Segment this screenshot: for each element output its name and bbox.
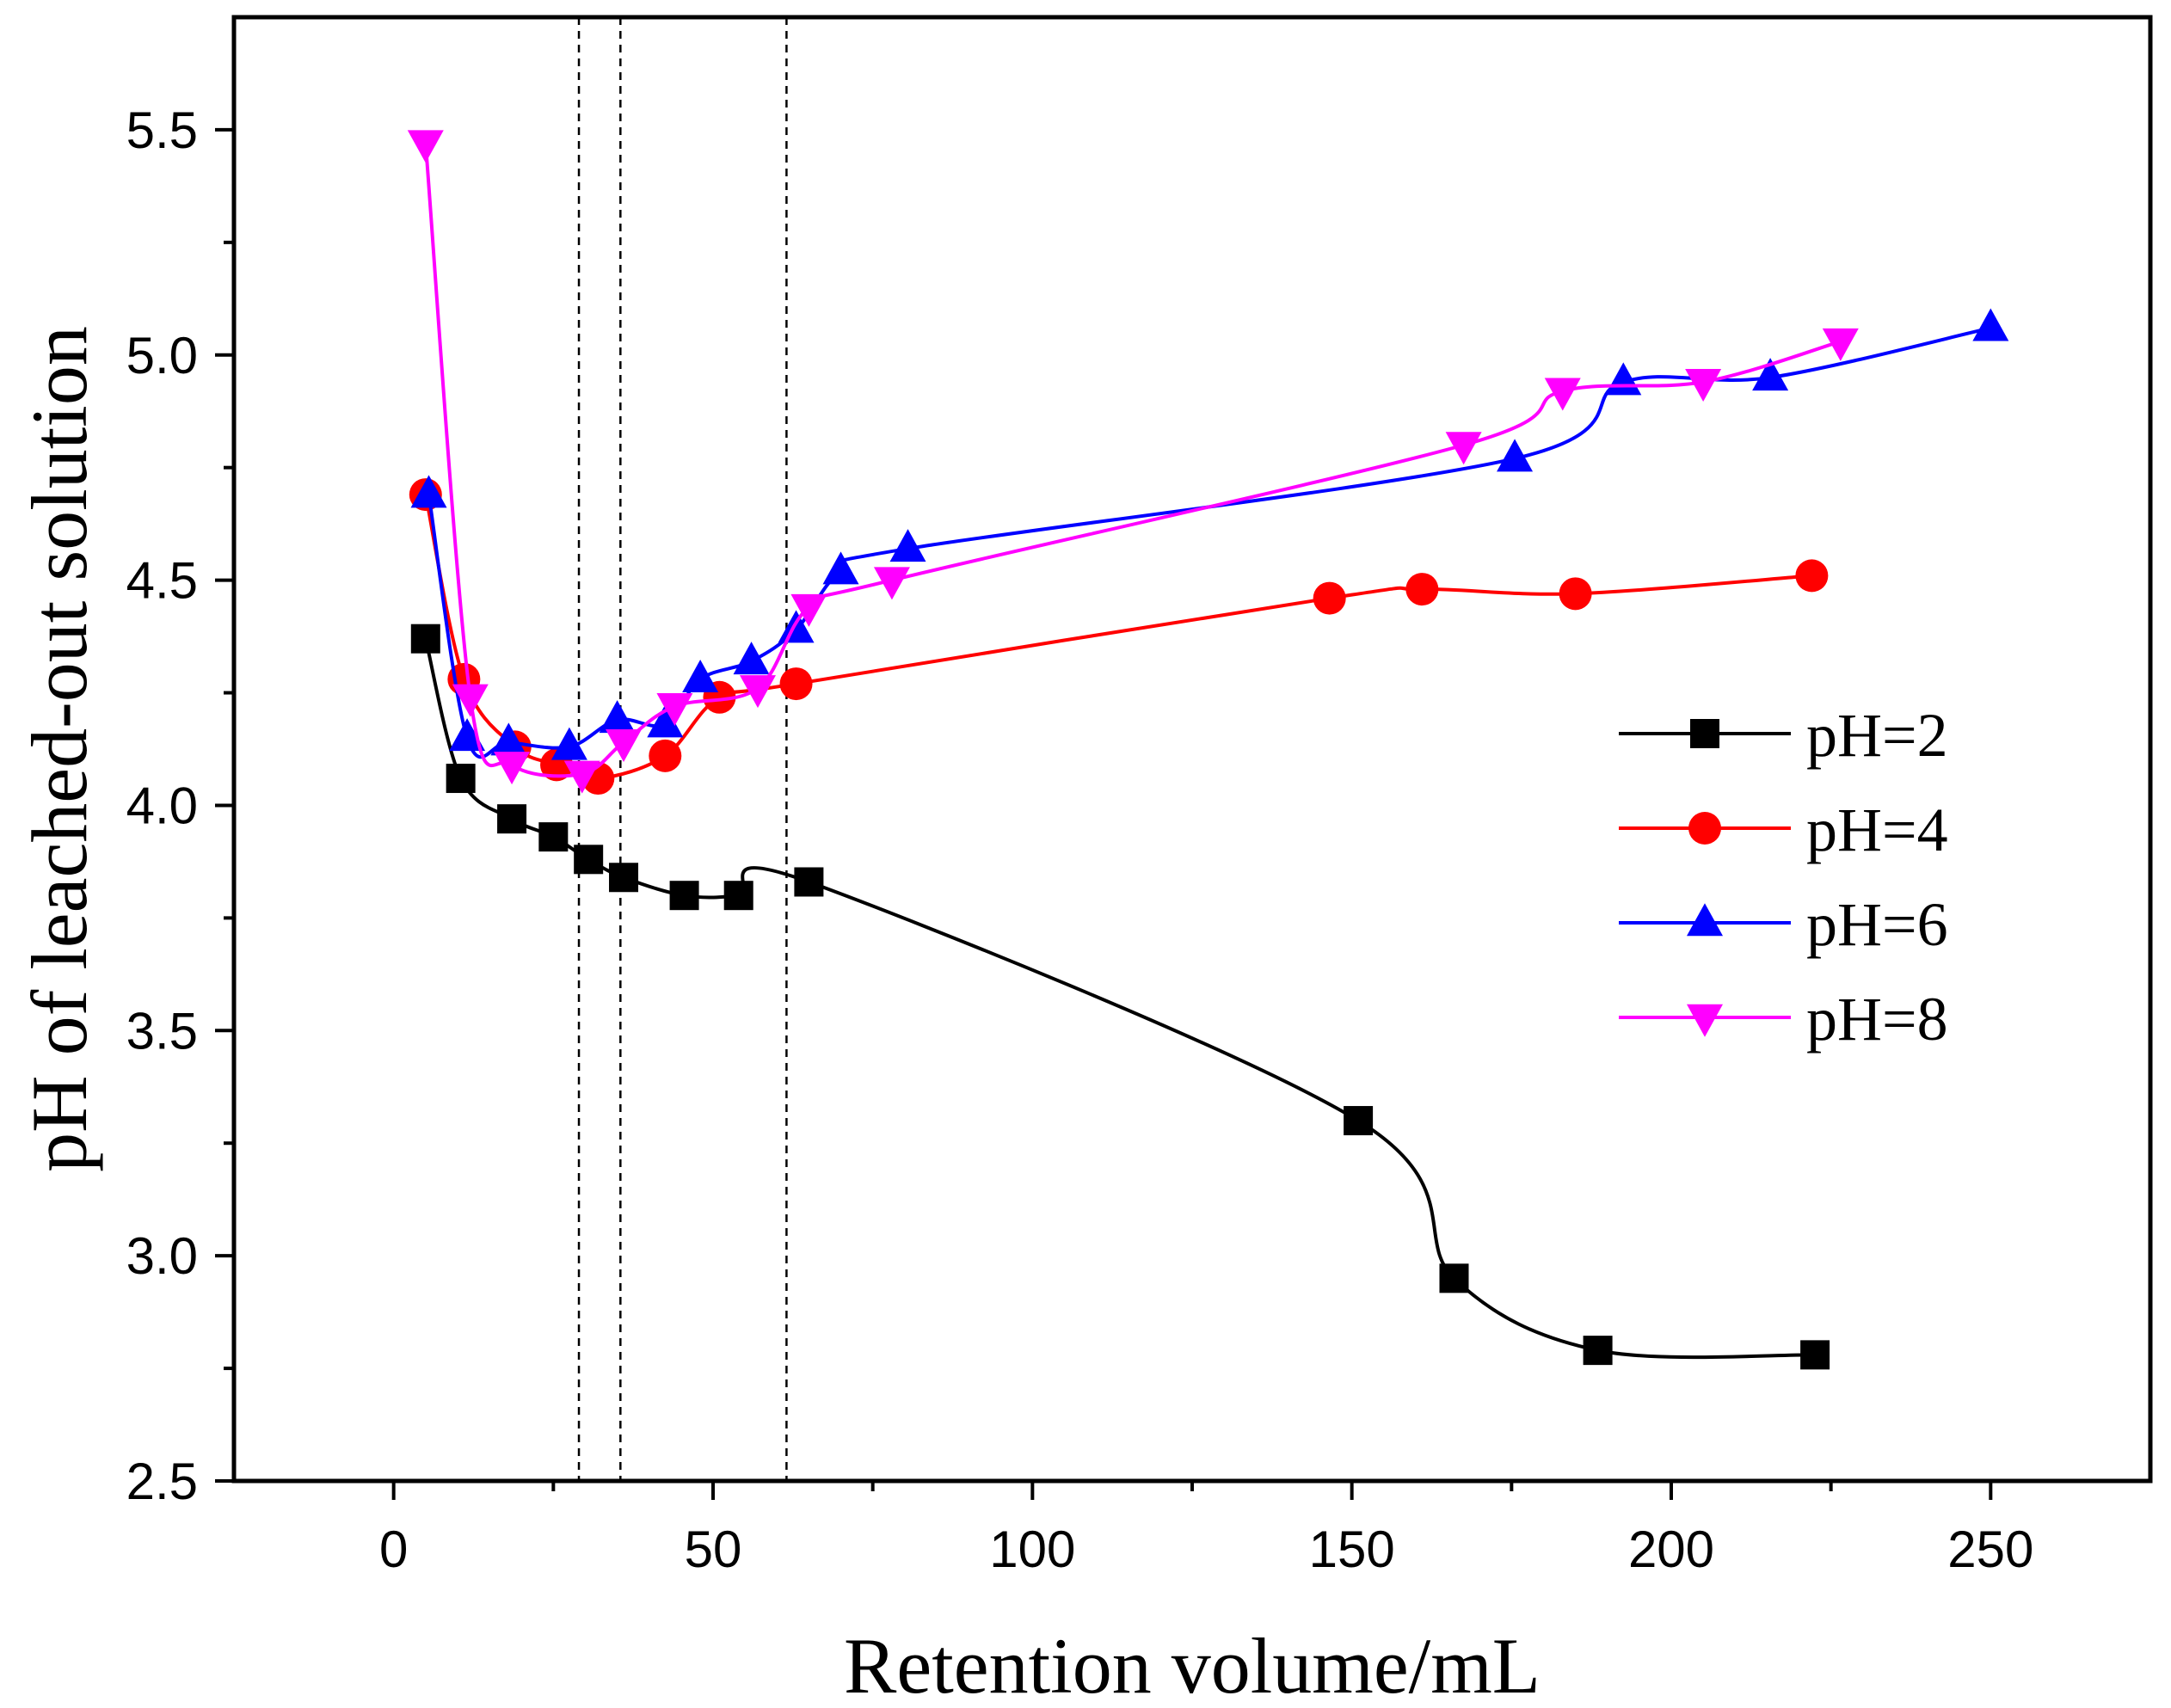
legend-label: pH=2 <box>1806 701 1948 770</box>
data-point <box>733 642 770 675</box>
y-axis-title: pH of leached-out solution <box>15 326 103 1172</box>
data-point <box>1583 1336 1613 1366</box>
axes: 0 50 100 150 200 250 2.5 3.0 3.5 4.0 4.5 5.0 5.5 <box>126 101 2034 1578</box>
series-pH-2 <box>410 624 1830 1370</box>
data-point <box>490 722 527 756</box>
x-tick-label: 50 <box>685 1521 742 1578</box>
data-point <box>407 130 444 163</box>
data-point <box>1800 1340 1830 1370</box>
data-point <box>446 764 476 794</box>
data-point <box>778 610 815 643</box>
data-point <box>1544 378 1581 411</box>
data-point <box>790 593 827 627</box>
data-point <box>794 867 824 897</box>
y-tick-label: 3.5 <box>126 1002 198 1060</box>
data-point <box>1822 328 1859 361</box>
data-point <box>723 881 753 911</box>
data-point <box>606 728 643 762</box>
y-tick-label: 5.5 <box>126 101 198 159</box>
data-point <box>1439 1263 1469 1293</box>
data-point <box>538 822 569 852</box>
data-point <box>599 700 636 734</box>
y-tick-label: 4.5 <box>126 552 198 610</box>
data-point <box>449 718 486 752</box>
data-point <box>410 624 440 654</box>
data-point <box>669 881 699 911</box>
series-line <box>427 326 1991 759</box>
data-point <box>1344 1106 1374 1136</box>
data-point <box>494 752 531 785</box>
x-tick-label: 100 <box>989 1521 1075 1578</box>
data-point <box>1405 573 1439 606</box>
legend-marker <box>1690 719 1719 748</box>
data-point <box>682 660 719 693</box>
data-point <box>563 760 600 794</box>
series-pH-6 <box>410 308 2009 760</box>
data-point <box>609 863 639 893</box>
data-point <box>656 693 693 727</box>
reference-lines <box>577 17 788 1481</box>
legend-label: pH=8 <box>1806 985 1948 1054</box>
data-point <box>574 845 604 875</box>
legend: pH=2 pH=4 pH=6 pH=8 <box>1619 701 1948 1054</box>
data-point <box>1685 368 1722 402</box>
data-point <box>497 804 527 834</box>
legend-label: pH=6 <box>1806 890 1948 959</box>
data-point <box>873 567 910 600</box>
series-line <box>423 638 1816 1360</box>
legend-label: pH=4 <box>1806 796 1948 864</box>
data-point <box>1497 439 1534 472</box>
data-point <box>1559 577 1592 611</box>
data-point <box>649 739 682 772</box>
data-point <box>779 667 813 701</box>
x-tick-label: 200 <box>1628 1521 1714 1578</box>
data-point <box>452 684 489 717</box>
plot-series <box>407 130 2009 1370</box>
legend-item: pH=8 <box>1619 985 1948 1054</box>
legend-item: pH=6 <box>1619 890 1948 959</box>
series-line <box>423 143 1842 778</box>
data-point <box>1752 358 1789 391</box>
legend-marker <box>1687 1004 1723 1037</box>
legend-item: pH=4 <box>1619 796 1948 864</box>
x-tick-label: 250 <box>1947 1521 2033 1578</box>
data-point <box>1972 308 2009 341</box>
x-tick-label: 0 <box>379 1521 408 1578</box>
y-tick-label: 5.0 <box>126 327 198 384</box>
series-pH-8 <box>407 130 1859 794</box>
data-point <box>550 727 587 760</box>
data-point <box>739 675 776 709</box>
data-point <box>1795 559 1829 593</box>
legend-item: pH=2 <box>1619 701 1948 770</box>
y-tick-label: 3.0 <box>126 1227 198 1285</box>
data-point <box>647 704 684 738</box>
y-tick-label: 4.0 <box>126 777 198 834</box>
data-point <box>822 551 859 585</box>
data-point <box>1445 432 1482 465</box>
data-point <box>1313 581 1346 615</box>
legend-marker <box>1687 903 1723 937</box>
legend-marker <box>1688 812 1721 845</box>
x-axis-title: Retention volume/mL <box>844 1622 1541 1708</box>
x-tick-label: 150 <box>1309 1521 1395 1578</box>
data-point <box>889 529 926 562</box>
data-point <box>410 475 447 508</box>
y-tick-label: 2.5 <box>126 1453 198 1510</box>
